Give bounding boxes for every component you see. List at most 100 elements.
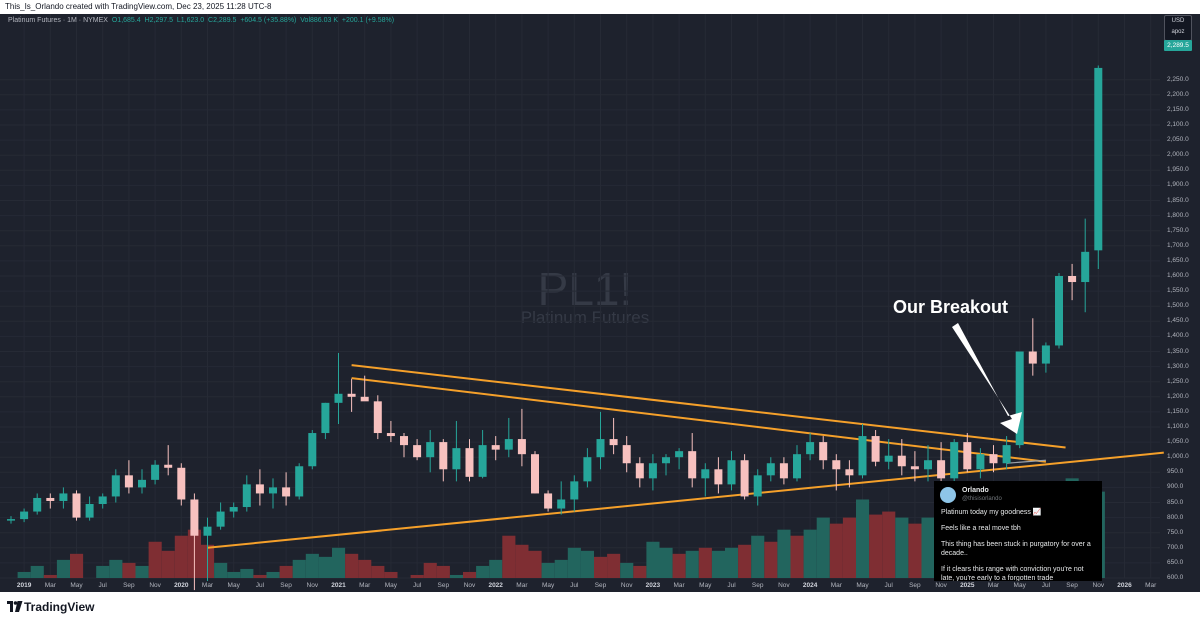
candle (1094, 67, 1103, 251)
candle (544, 493, 553, 509)
candle (190, 499, 199, 536)
time-tick-label: Sep (123, 582, 135, 589)
footer: TradingView (0, 592, 1200, 621)
tweet-line: This thing has been stuck in purgatory f… (941, 541, 1091, 557)
volume-bar (423, 562, 437, 578)
time-tick-label: May (541, 582, 555, 589)
time-tick-label: Sep (437, 582, 450, 589)
volume-bar (148, 541, 162, 578)
volume-bar (436, 565, 450, 578)
volume-bar (777, 529, 791, 578)
candle (897, 455, 906, 467)
price-tick-label: 750.0 (1167, 528, 1184, 536)
volume-bar (790, 535, 804, 578)
price-tick-label: 2,250.0 (1167, 75, 1189, 83)
volume-bar (70, 553, 84, 578)
volume-bar (751, 535, 765, 578)
candle (858, 436, 867, 476)
candle (701, 469, 710, 479)
price-tick-label: 1,750.0 (1167, 226, 1189, 234)
volume-bar (633, 565, 647, 578)
volume-bar (135, 565, 149, 578)
currency-selector[interactable]: USD apoz (1164, 15, 1192, 41)
volume-bar (921, 517, 935, 578)
candle (334, 393, 343, 403)
time-tick-label: May (1013, 582, 1026, 589)
candle (910, 466, 919, 470)
candle (98, 496, 107, 505)
trendlines (207, 364, 1164, 549)
legend-low: L1,623.0 (176, 17, 205, 24)
volume-bar (842, 517, 856, 578)
price-tick-label: 1,050.0 (1167, 438, 1189, 446)
time-tick-label: Mar (359, 582, 371, 589)
time-tick-label: Jul (884, 582, 893, 589)
candle (1028, 351, 1037, 364)
time-tick-label: May (384, 582, 398, 589)
legend-volume-change: +200.1 (+9.58%) (341, 17, 395, 24)
time-tick-label: May (856, 582, 869, 589)
breakout-annotation: Our Breakout (893, 297, 1009, 317)
candle (819, 442, 828, 461)
volume-bar (345, 553, 359, 578)
price-tick-label: 1,700.0 (1167, 241, 1189, 249)
candle (177, 467, 186, 500)
time-tick-label: Mar (673, 582, 685, 589)
candle (596, 439, 605, 458)
candle (229, 507, 238, 512)
price-tick-label: 1,200.0 (1167, 392, 1189, 400)
candle (242, 484, 251, 508)
candle (216, 511, 225, 527)
candle (976, 454, 985, 470)
volume-bar (594, 556, 608, 578)
price-tick-label: 2,200.0 (1167, 90, 1189, 98)
price-tick-label: 1,500.0 (1167, 302, 1189, 310)
candle (33, 497, 42, 512)
volume-bar (43, 574, 57, 578)
legend-volume: Vol886.03 K (300, 17, 339, 24)
brand-name: TradingView (24, 600, 95, 614)
time-tick-label: Sep (594, 582, 607, 589)
candle (845, 469, 854, 476)
volume-bar (698, 547, 712, 578)
time-tick-label: Mar (987, 582, 1000, 589)
candle (255, 484, 264, 494)
price-tick-label: 1,650.0 (1167, 256, 1189, 264)
candle (753, 475, 762, 497)
candle (1068, 276, 1077, 283)
volume-bar (266, 571, 280, 578)
price-tick-label: 1,800.0 (1167, 211, 1189, 219)
volume-bar (541, 562, 555, 578)
volume-bar (161, 550, 175, 578)
volume-bar (620, 562, 634, 578)
time-tick-label: Nov (1092, 582, 1105, 589)
price-tick-label: 2,000.0 (1167, 151, 1189, 159)
volume-bar (240, 568, 254, 578)
price-tick-label: 850.0 (1167, 498, 1184, 506)
tweet-body: Platinum today my goodness 📈 Feels like … (941, 508, 1097, 581)
volume-bar (554, 559, 568, 578)
price-tick-label: 1,850.0 (1167, 196, 1189, 204)
time-tick-label: Nov (935, 582, 947, 589)
time-tick-label: Sep (751, 582, 764, 589)
time-tick-label: Mar (1145, 582, 1157, 589)
candle (20, 511, 29, 520)
candle (1081, 251, 1090, 283)
volume-bar (463, 571, 477, 578)
time-tick-label: Sep (909, 582, 921, 589)
volume-bar (895, 517, 909, 578)
price-tick-label: 1,100.0 (1167, 423, 1189, 430)
volume-bar (358, 559, 372, 578)
time-tick-label: 2026 (1117, 582, 1132, 589)
price-tick-label: 1,300.0 (1167, 362, 1189, 370)
candle (138, 479, 146, 488)
candle (321, 402, 330, 434)
candle (688, 451, 697, 479)
volume-bar (869, 514, 883, 578)
candle (635, 463, 644, 479)
legend-high: H2,297.5 (144, 17, 173, 24)
tweet-line: Platinum today my goodness 📈 (941, 509, 1042, 516)
candle (793, 454, 801, 479)
volume-bar (253, 574, 267, 578)
time-tick-label: 2024 (802, 582, 818, 589)
